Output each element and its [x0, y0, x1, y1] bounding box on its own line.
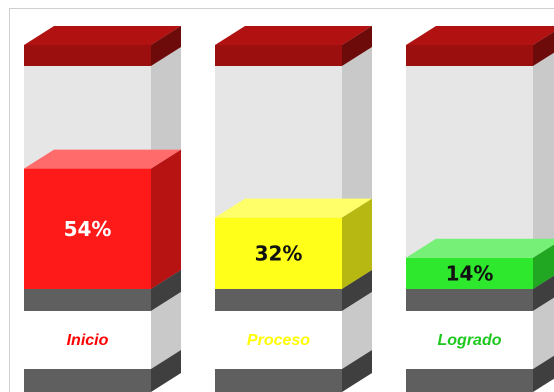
column-base-side [533, 275, 554, 311]
column-foot-front [24, 369, 151, 392]
bar-front [24, 168, 151, 289]
column-cap-front [215, 45, 342, 66]
column-label-band [406, 311, 533, 369]
column-cap-side [533, 31, 554, 66]
column-label-band-side [151, 292, 181, 369]
bar-side [533, 244, 554, 289]
column-foot-side [342, 350, 372, 392]
column-cap-front [406, 45, 533, 66]
bar-front [215, 217, 342, 289]
category-label: Logrado [438, 332, 502, 349]
bar-value-label: 14% [446, 261, 494, 285]
column-label-band [24, 311, 151, 369]
column-foot-front [215, 369, 342, 392]
bar-top [406, 238, 554, 258]
bar-value-label: 54% [64, 217, 112, 241]
category-label: Inicio [67, 332, 109, 349]
column-foot-side [151, 350, 181, 392]
column-base-front [215, 289, 342, 311]
column-base-side [151, 270, 181, 311]
column-base-side [342, 270, 372, 311]
column-cap-side [342, 26, 372, 66]
column-foot-front [406, 369, 533, 392]
column-cap-top [24, 26, 181, 45]
column-label-band-side [533, 297, 554, 369]
column-label-band-side [342, 292, 372, 369]
column-cap-side [151, 26, 181, 66]
column-cap-front [24, 45, 151, 66]
bar-value-label: 32% [255, 241, 303, 265]
column-glass-side [533, 52, 554, 289]
column-base-front [406, 289, 533, 311]
bar-top [215, 198, 372, 218]
bar-side [151, 149, 181, 289]
bar-front [406, 257, 533, 289]
bar-side [342, 198, 372, 289]
bar-top [24, 149, 181, 169]
column-base-front [24, 289, 151, 311]
column-foot-side [533, 355, 554, 392]
column-label-band [215, 311, 342, 369]
column-cap-top [406, 26, 554, 45]
category-label: Proceso [247, 332, 310, 349]
column-cap-top [215, 26, 372, 45]
